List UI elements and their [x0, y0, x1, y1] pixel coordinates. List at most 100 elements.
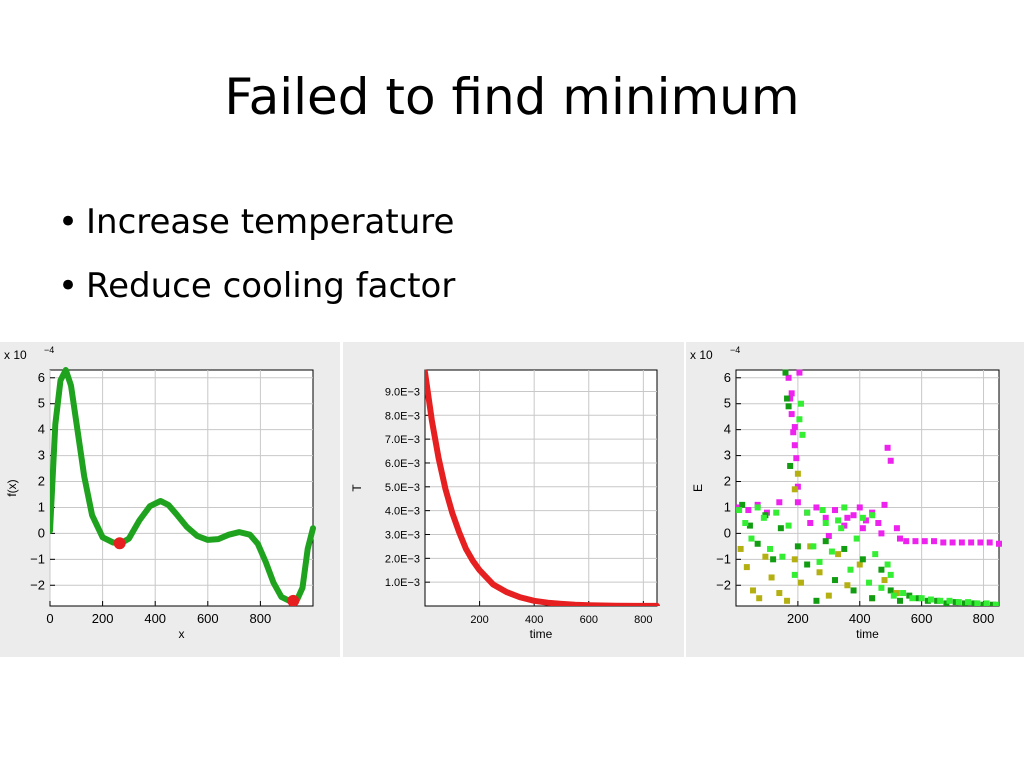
- scatter-point: [793, 455, 800, 462]
- scatter-point: [784, 597, 791, 604]
- scatter-point: [791, 424, 798, 431]
- scatter-point: [992, 601, 999, 606]
- scatter-point: [745, 507, 752, 514]
- scatter-point: [810, 543, 817, 550]
- scatter-point: [739, 501, 746, 508]
- scatter-point: [785, 403, 792, 410]
- y-tick-label: 6.0E−3: [385, 458, 420, 470]
- scatter-point: [791, 556, 798, 563]
- chart-data-group: [425, 369, 660, 606]
- y-tick-label: 4.0E−3: [385, 506, 420, 518]
- scatter-point: [822, 538, 829, 545]
- y-tick-label: 5: [38, 396, 45, 411]
- scatter-point: [968, 539, 975, 546]
- chart-function: 0 200 400 600 800 6 5 4 3 2 1 0 −1 −2 x f(x) x 10 −4: [4, 345, 316, 641]
- bullet-list: • Increase temperature • Reduce cooling fa…: [58, 190, 455, 318]
- scatter-point: [794, 483, 801, 490]
- scatter-point: [893, 525, 900, 532]
- scatter-point: [844, 582, 851, 589]
- scatter-point: [835, 551, 842, 558]
- chart-panel-temperature: 200 400 600 800 9.0E−3 8.0E−3 7.0E−3 6.0E−3 5.0E…: [343, 342, 684, 657]
- scatter-point: [912, 538, 919, 545]
- y-tick-label: −2: [30, 577, 45, 592]
- y-tick-label: 9.0E−3: [385, 386, 420, 398]
- scatter-point: [869, 595, 876, 602]
- scatter-point: [736, 507, 743, 514]
- scatter-point: [850, 587, 857, 594]
- scatter-point: [746, 522, 753, 529]
- plot-area: [424, 369, 658, 607]
- bullet-text: Reduce cooling factor: [86, 266, 456, 306]
- scatter-point: [986, 539, 993, 546]
- scatter-point: [896, 535, 903, 542]
- scatter-point: [750, 587, 757, 594]
- scatter-point: [816, 558, 823, 565]
- bullet-item: • Reduce cooling factor: [58, 254, 455, 318]
- bullet-dot-icon: •: [58, 202, 79, 242]
- scatter-point: [825, 532, 832, 539]
- y-tick-label: 2: [38, 474, 45, 489]
- scatter-point: [788, 390, 795, 397]
- y-tick-label: −1: [30, 551, 45, 566]
- bullet-text: Increase temperature: [86, 202, 455, 242]
- y-axis-label: f(x): [5, 479, 19, 496]
- x-tick-label: 200: [470, 614, 488, 626]
- scatter-point: [832, 507, 839, 514]
- x-tick-label: 600: [911, 611, 933, 626]
- scatter-point: [770, 556, 777, 563]
- scatter-point: [906, 592, 913, 599]
- scatter-point: [794, 470, 801, 477]
- scatter-point: [996, 540, 1002, 547]
- scatter-point: [940, 539, 947, 546]
- y-tick-label: 1: [724, 499, 731, 514]
- plot-area: [735, 369, 1000, 607]
- scatter-point: [787, 462, 794, 469]
- scatter-point: [859, 525, 866, 532]
- scatter-point: [927, 596, 934, 603]
- scatter-point: [816, 569, 823, 576]
- scatter-point: [813, 504, 820, 511]
- scatter-point: [872, 551, 879, 558]
- y-tick-label: 5.0E−3: [385, 482, 420, 494]
- scatter-point: [767, 545, 774, 552]
- scatter-point: [887, 587, 894, 594]
- scatter-point: [807, 520, 814, 527]
- scatter-point: [946, 597, 953, 604]
- x-tick-label: 400: [525, 614, 543, 626]
- scatter-point: [754, 504, 761, 511]
- scatter-point: [974, 600, 981, 606]
- scatter-point: [943, 600, 950, 606]
- y-tick-label: 5: [724, 396, 731, 411]
- scatter-point: [958, 539, 965, 546]
- chart-energy: 200 400 600 800 6 5 4 3 2 1 0 −1 −2 time Ex 10 −4: [690, 345, 1002, 641]
- y-tick-label: 2: [724, 474, 731, 489]
- scatter-point: [791, 486, 798, 493]
- scatter-point: [931, 538, 938, 545]
- scatter-point: [791, 442, 798, 449]
- scatter-point: [822, 520, 829, 527]
- scatter-point: [853, 535, 860, 542]
- scatter-point: [980, 601, 987, 606]
- scatter-point: [921, 538, 928, 545]
- bullet-item: • Increase temperature: [58, 190, 455, 254]
- scatter-point: [835, 517, 842, 524]
- x-tick-label: 600: [580, 614, 598, 626]
- scatter-point: [791, 571, 798, 578]
- y-scale-exponent: −4: [44, 345, 54, 355]
- y-tick-label: −1: [716, 551, 731, 566]
- scatter-point: [754, 540, 761, 547]
- scatter-point: [903, 538, 910, 545]
- y-tick-label: 3: [724, 448, 731, 463]
- scatter-point: [799, 431, 806, 438]
- scatter-point: [875, 520, 882, 527]
- scatter-point: [887, 571, 894, 578]
- scatter-point: [742, 520, 749, 527]
- scatter-point: [915, 595, 922, 602]
- y-tick-label: 7.0E−3: [385, 434, 420, 446]
- scatter-point: [856, 504, 863, 511]
- y-axis-label: E: [691, 484, 705, 492]
- x-tick-label: 400: [144, 611, 166, 626]
- scatter-point: [965, 599, 972, 606]
- x-axis-label: x: [179, 627, 185, 641]
- chart-data-group: [736, 369, 1002, 606]
